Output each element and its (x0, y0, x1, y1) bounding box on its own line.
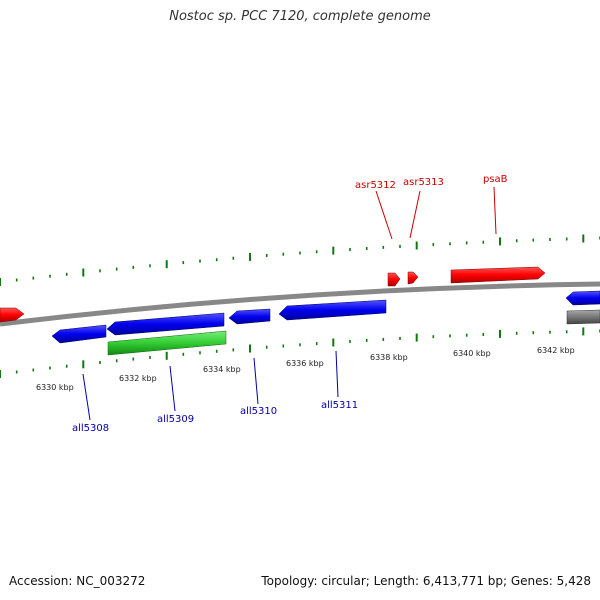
gene-arrow-all5309[interactable] (106, 312, 225, 336)
scale-label: 6336 kbp (286, 359, 324, 368)
gene-arrow-psaB[interactable] (450, 266, 546, 284)
gene-arrow-right-partial[interactable] (565, 290, 600, 306)
gene-label-all5308[interactable]: all5308 (72, 423, 109, 434)
leader-all5310 (253, 357, 259, 405)
leader-all5311 (335, 350, 339, 398)
scale-label: 6330 kbp (36, 383, 74, 392)
gene-label-all5309[interactable]: all5309 (157, 414, 194, 425)
other-features (107, 309, 600, 356)
gene-arrow-asr5313[interactable] (407, 271, 419, 285)
leader-all5308 (82, 373, 91, 421)
leader-asr5313 (409, 190, 421, 239)
gene-arrow-all5311[interactable] (278, 299, 387, 321)
feature-gray-bar[interactable] (566, 309, 600, 325)
gene-label-asr5313[interactable]: asr5313 (403, 177, 444, 188)
scale-label: 6340 kbp (453, 349, 491, 358)
scale-label: 6338 kbp (370, 353, 408, 362)
scale-labels: 6330 kbp 6332 kbp 6334 kbp 6336 kbp 6338… (36, 346, 575, 392)
gene-arrow-all5308[interactable] (51, 324, 107, 344)
genome-summary-text: Topology: circular; Length: 6,413,771 bp… (261, 574, 591, 588)
scale-label: 6342 kbp (537, 346, 575, 355)
outer-tick-track (0, 234, 600, 286)
gene-arrow-left-partial[interactable] (0, 307, 25, 323)
gene-arrow-asr5312[interactable] (387, 272, 401, 287)
leader-all5309 (169, 365, 176, 412)
gene-label-all5310[interactable]: all5310 (240, 406, 277, 417)
genome-backbone (0, 281, 600, 327)
accession-text: Accession: NC_003272 (9, 574, 146, 588)
feature-green-bar[interactable] (107, 330, 227, 356)
inner-tick-track (0, 327, 600, 378)
gene-label-asr5312[interactable]: asr5312 (355, 180, 396, 191)
forward-strand-genes (0, 266, 546, 323)
genome-title: Nostoc sp. PCC 7120, complete genome (169, 9, 431, 24)
scale-label: 6332 kbp (119, 374, 157, 383)
leader-asr5312 (375, 190, 393, 240)
gene-labels: asr5312 asr5313 psaB all5308 all5309 all… (72, 174, 508, 434)
reverse-strand-genes (51, 290, 600, 344)
leader-psaB (493, 186, 497, 235)
gene-label-psaB[interactable]: psaB (483, 174, 508, 185)
gene-label-all5311[interactable]: all5311 (321, 400, 358, 411)
gene-leader-lines (82, 186, 497, 421)
gene-arrow-all5310[interactable] (228, 308, 271, 325)
scale-label: 6334 kbp (203, 365, 241, 374)
